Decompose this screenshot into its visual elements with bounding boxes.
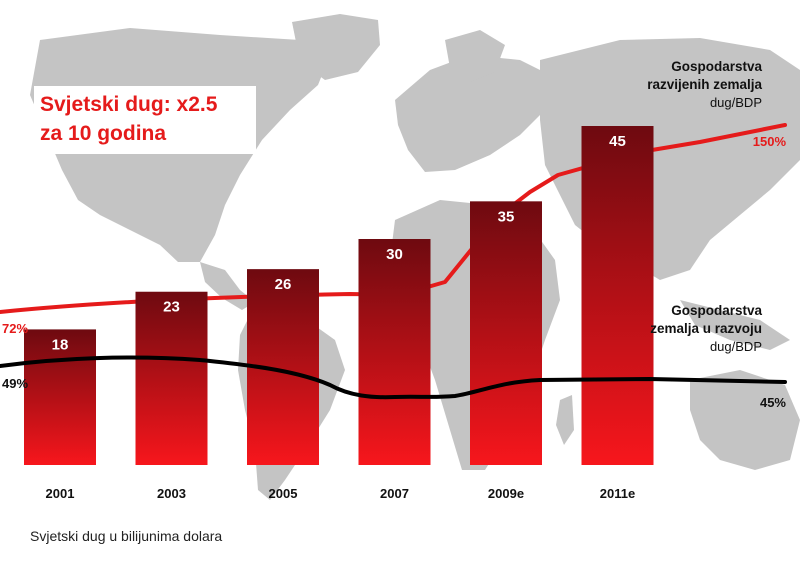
x-tick-label: 2007 — [380, 486, 409, 501]
footer-note: Svjetski dug u bilijunima dolara — [30, 528, 223, 544]
legend-developing-line1: Gospodarstva — [671, 303, 762, 318]
bar-2009e — [470, 201, 542, 466]
legend-developed-sub: dug/BDP — [709, 95, 762, 110]
x-tick-label: 2001 — [46, 486, 75, 501]
x-tick-label: 2009e — [488, 486, 524, 501]
bar-2011e — [581, 126, 654, 465]
bar-value-label: 30 — [386, 246, 403, 263]
title-line-1: Svjetski dug: x2.5 — [40, 93, 218, 116]
x-tick-label: 2005 — [269, 486, 298, 501]
bar-value-label: 45 — [609, 133, 626, 150]
developed-end-label: 150% — [753, 134, 787, 149]
x-tick-label: 2003 — [157, 486, 186, 501]
bar-value-label: 23 — [163, 299, 180, 316]
developing-end-label: 45% — [760, 395, 786, 410]
bar-2003 — [135, 291, 208, 465]
bar-value-label: 35 — [498, 208, 515, 225]
developing-start-label: 49% — [2, 376, 28, 391]
legend-developed: Gospodarstva razvijenih zemalja dug/BDP — [647, 58, 762, 111]
chart-title: Svjetski dug: x2.5 za 10 godina — [34, 86, 256, 154]
legend-developed-line2: razvijenih zemalja — [647, 77, 762, 92]
bar-value-label: 26 — [275, 276, 292, 293]
title-line-2: za 10 godina — [40, 122, 167, 145]
bar-2001 — [24, 329, 96, 465]
x-tick-label: 2011e — [600, 486, 635, 501]
legend-developing-line2: zemalja u razvoju — [650, 321, 762, 336]
bar-value-label: 18 — [52, 336, 69, 353]
developing-debt-line — [0, 355, 787, 400]
legend-developing: Gospodarstva zemalja u razvoju dug/BDP — [650, 302, 762, 355]
developed-start-label: 72% — [2, 321, 28, 336]
legend-developed-line1: Gospodarstva — [671, 59, 762, 74]
legend-developing-sub: dug/BDP — [709, 339, 762, 354]
bar-2007 — [358, 239, 431, 465]
